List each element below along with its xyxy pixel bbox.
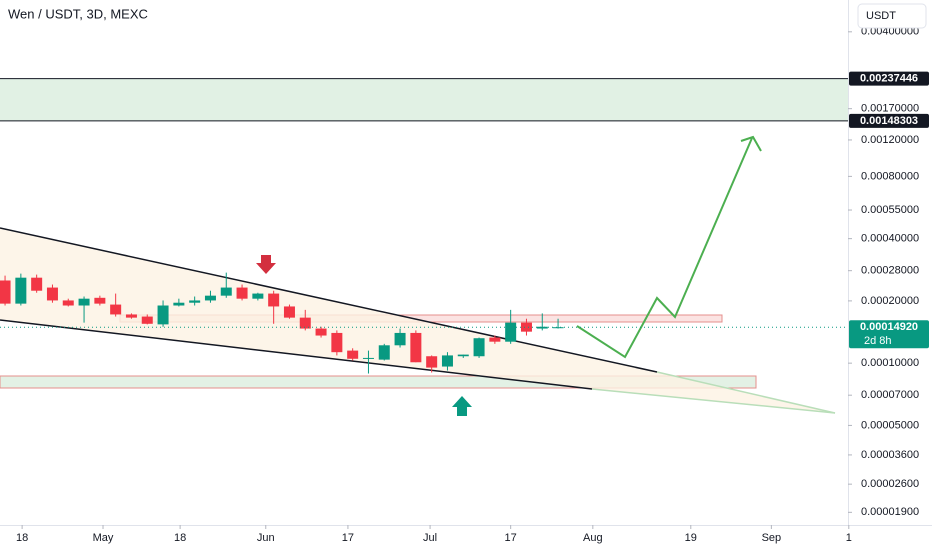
down-arrow [256,255,276,274]
candle-body [141,316,153,324]
price-label-box [849,113,929,128]
axes: 0.00400000 0.00170000 0.00120000 0.00080000… [0,26,929,544]
upper-trendline [0,227,658,373]
price-label: 0.00014920 [860,321,918,333]
candle-body [362,357,374,359]
candle-body [426,356,438,368]
candle-body [283,306,295,318]
candle-body [505,322,517,342]
y-tick-label: 0.00010000 [861,357,919,369]
candle-body [15,277,27,304]
y-tick-label: 0.00002600 [861,478,919,490]
candle-body [125,314,137,318]
y-tick-label: 0.00007000 [861,389,919,401]
x-tick-label: 19 [685,532,697,544]
x-tick-label: 17 [342,532,354,544]
candle-body [378,345,390,360]
y-tick-label: 0.00028000 [861,265,919,277]
y-tick-label: 0.00080000 [861,170,919,182]
currency-label: USDT [866,10,896,22]
candle-body [157,305,169,325]
candle-body [236,287,248,299]
candle-body [347,350,359,359]
candle-body [457,354,469,357]
candle-body [315,328,327,336]
candle-body [299,317,311,329]
candle-body [189,300,201,303]
candle-body [252,293,264,299]
candle-body [110,304,122,315]
candle-body [220,287,232,296]
candle-body [520,322,532,332]
candle-body [410,332,422,363]
x-tick-label: May [93,532,114,544]
price-label: 0.00237446 [860,73,918,85]
x-tick-label: 17 [505,532,517,544]
candle-body [78,298,90,306]
y-tick-label: 0.00400000 [861,26,919,38]
countdown: 2d 8h [864,335,892,347]
x-tick-label: Sep [762,532,782,544]
candle-body [0,280,11,304]
x-tick-label: 18 [174,532,186,544]
projection-path [576,137,753,359]
candle-body [46,287,58,301]
candle-body [204,295,216,301]
wedge-extension [591,388,836,414]
x-tick-label: Aug [583,532,603,544]
candle-body [62,300,74,306]
candle-body [94,297,106,304]
candle-body [441,355,453,367]
projection-arrowhead [740,135,762,152]
price-label-box [849,320,929,349]
zones [0,78,848,121]
candle-body [473,338,485,357]
up-arrow [452,396,472,416]
currency-button[interactable] [857,3,927,29]
candle-body [331,332,343,353]
candle-body [31,277,43,291]
candle-body [268,293,280,307]
y-tick-label: 0.00120000 [861,134,919,146]
y-tick-label: 0.00055000 [861,204,919,216]
target-zone [0,78,848,121]
candle-body [552,327,564,329]
candle-body [536,326,548,329]
candle-body [489,337,501,342]
wedge-extension [656,371,836,414]
y-tick-label: 0.00001900 [861,506,919,518]
x-tick-label: 1 [846,532,852,544]
y-tick-label: 0.00003600 [861,449,919,461]
price-label: 0.00148303 [860,115,918,127]
x-tick-label: Jul [423,532,437,544]
price-label-box [849,71,929,86]
y-tick-label: 0.00020000 [861,295,919,307]
x-tick-label: Jun [257,532,275,544]
lower-trendline [0,319,593,390]
candle-body [394,332,406,346]
candle-body [173,302,185,306]
x-tick-label: 18 [16,532,28,544]
y-tick-label: 0.00005000 [861,419,919,431]
chart-title: Wen / USDT, 3D, MEXC [8,6,148,21]
y-tick-label: 0.00170000 [861,103,919,115]
y-tick-label: 0.00040000 [861,233,919,245]
candles [0,272,564,374]
